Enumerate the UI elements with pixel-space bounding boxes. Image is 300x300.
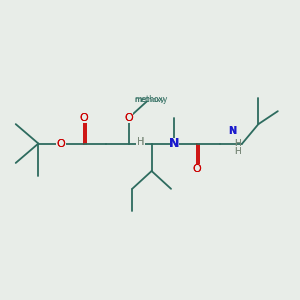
- FancyBboxPatch shape: [124, 112, 134, 123]
- FancyBboxPatch shape: [79, 112, 88, 123]
- Text: H: H: [234, 139, 241, 148]
- Text: N: N: [169, 137, 179, 150]
- Text: methoxy: methoxy: [134, 97, 165, 103]
- Text: O: O: [124, 112, 133, 123]
- Text: N: N: [169, 137, 179, 150]
- FancyBboxPatch shape: [228, 125, 237, 136]
- FancyBboxPatch shape: [136, 137, 145, 147]
- Text: O: O: [57, 139, 65, 148]
- Text: N: N: [228, 126, 237, 136]
- Text: H: H: [234, 147, 241, 156]
- Text: H: H: [136, 137, 144, 147]
- Text: H: H: [234, 139, 241, 148]
- FancyBboxPatch shape: [170, 138, 179, 149]
- Text: O: O: [193, 164, 201, 174]
- Text: H: H: [136, 137, 144, 147]
- FancyBboxPatch shape: [192, 164, 201, 175]
- Text: O: O: [193, 164, 201, 174]
- Text: N: N: [228, 126, 237, 136]
- Text: methoxy: methoxy: [134, 95, 167, 104]
- Text: H: H: [234, 147, 241, 156]
- Text: O: O: [124, 112, 133, 123]
- FancyBboxPatch shape: [56, 138, 65, 149]
- Text: O: O: [79, 112, 88, 123]
- Text: O: O: [57, 139, 65, 148]
- Text: O: O: [79, 112, 88, 123]
